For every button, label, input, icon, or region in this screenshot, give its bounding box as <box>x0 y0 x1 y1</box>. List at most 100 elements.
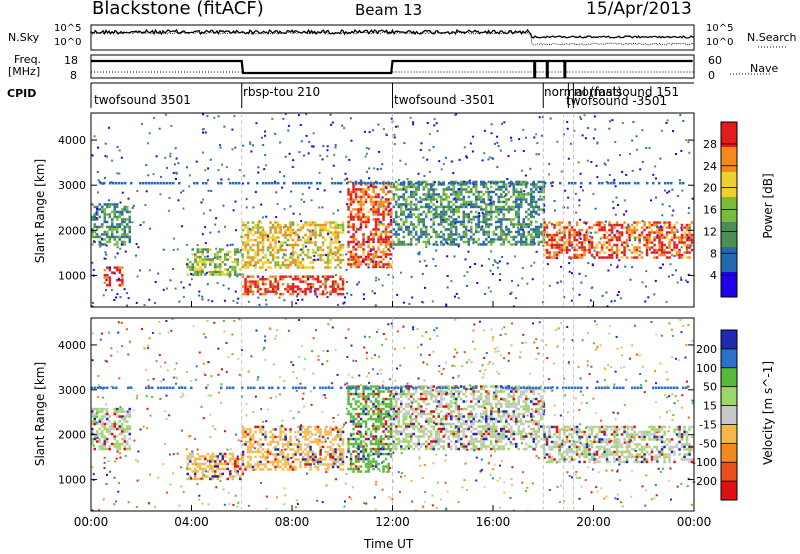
noise-cell <box>496 141 499 144</box>
data-cell <box>525 235 528 239</box>
data-cell <box>226 467 229 471</box>
data-cell <box>178 181 181 185</box>
data-cell <box>121 432 124 436</box>
data-cell <box>357 420 360 423</box>
data-cell <box>279 246 282 249</box>
data-cell <box>311 453 315 456</box>
data-cell <box>425 205 428 209</box>
data-cell <box>683 241 686 244</box>
data-cell <box>98 225 101 229</box>
data-cell <box>400 392 403 396</box>
data-cell <box>359 432 363 436</box>
data-cell <box>276 448 280 451</box>
data-cell <box>432 427 435 431</box>
noise-cell <box>465 155 468 158</box>
data-cell <box>387 200 390 204</box>
noise-cell <box>564 189 567 192</box>
noise-cell <box>606 305 609 307</box>
data-cell <box>402 203 405 206</box>
data-cell <box>512 243 515 246</box>
data-cell <box>216 263 219 266</box>
data-cell <box>316 465 320 469</box>
data-cell <box>264 233 267 237</box>
noise-cell <box>116 246 119 249</box>
data-cell <box>359 402 363 406</box>
noise-cell <box>484 221 487 224</box>
data-cell <box>374 460 378 463</box>
data-cell <box>638 246 641 249</box>
data-cell <box>618 236 621 239</box>
data-cell <box>615 221 619 224</box>
data-cell <box>367 397 370 401</box>
data-cell <box>279 243 282 247</box>
data-cell <box>256 258 260 262</box>
data-cell <box>201 477 204 481</box>
noise-cell <box>691 197 694 200</box>
data-cell <box>683 226 686 229</box>
data-cell <box>191 462 194 466</box>
data-cell <box>379 255 383 259</box>
data-cell <box>510 235 513 239</box>
noise-cell <box>287 124 290 127</box>
data-cell <box>485 203 488 206</box>
data-cell <box>357 240 360 244</box>
data-cell <box>532 198 535 201</box>
data-cell <box>455 220 458 224</box>
data-cell <box>427 238 430 241</box>
noise-cell <box>395 203 397 206</box>
noise-cell <box>665 122 668 124</box>
data-cell <box>314 226 317 229</box>
data-cell <box>480 225 483 229</box>
data-cell <box>382 465 385 468</box>
data-cell <box>246 238 250 242</box>
data-cell <box>682 181 685 185</box>
data-cell <box>362 455 365 458</box>
noise-cell <box>510 291 513 294</box>
data-cell <box>115 181 118 185</box>
data-cell <box>106 276 109 279</box>
data-cell <box>284 435 287 439</box>
data-cell <box>487 235 490 239</box>
data-cell <box>339 455 342 459</box>
data-cell <box>685 246 689 249</box>
data-cell <box>563 248 566 252</box>
data-cell <box>633 231 636 234</box>
noise-cell <box>308 186 311 189</box>
data-cell <box>425 225 428 229</box>
data-cell <box>505 185 508 189</box>
data-cell <box>244 282 247 286</box>
noise-cell <box>470 221 473 224</box>
data-cell <box>690 241 694 244</box>
noise-panel <box>90 24 695 51</box>
data-cell <box>395 233 398 236</box>
data-cell <box>362 450 365 453</box>
data-cell <box>241 428 245 431</box>
data-cell <box>362 445 365 448</box>
noise-cell <box>522 150 525 152</box>
noise-cell <box>236 301 239 304</box>
data-cell <box>512 188 515 191</box>
data-cell <box>389 220 393 224</box>
data-cell <box>357 467 360 471</box>
data-cell <box>274 453 277 456</box>
data-cell <box>362 395 365 398</box>
data-cell <box>314 287 317 291</box>
data-cell <box>111 442 114 446</box>
data-cell <box>246 263 250 267</box>
noise-cell <box>529 167 532 170</box>
data-cell <box>254 266 257 269</box>
data-cell <box>432 180 435 184</box>
data-cell <box>420 387 423 391</box>
data-cell <box>389 253 393 256</box>
data-cell <box>160 181 163 185</box>
noise-cell <box>355 242 358 245</box>
data-cell <box>284 455 287 459</box>
data-cell <box>407 445 410 448</box>
data-cell <box>535 225 538 229</box>
data-cell <box>384 412 388 416</box>
noise-cell <box>612 180 615 183</box>
data-cell <box>321 228 325 232</box>
data-cell <box>261 448 265 451</box>
data-cell <box>279 248 282 252</box>
data-cell <box>422 225 425 229</box>
